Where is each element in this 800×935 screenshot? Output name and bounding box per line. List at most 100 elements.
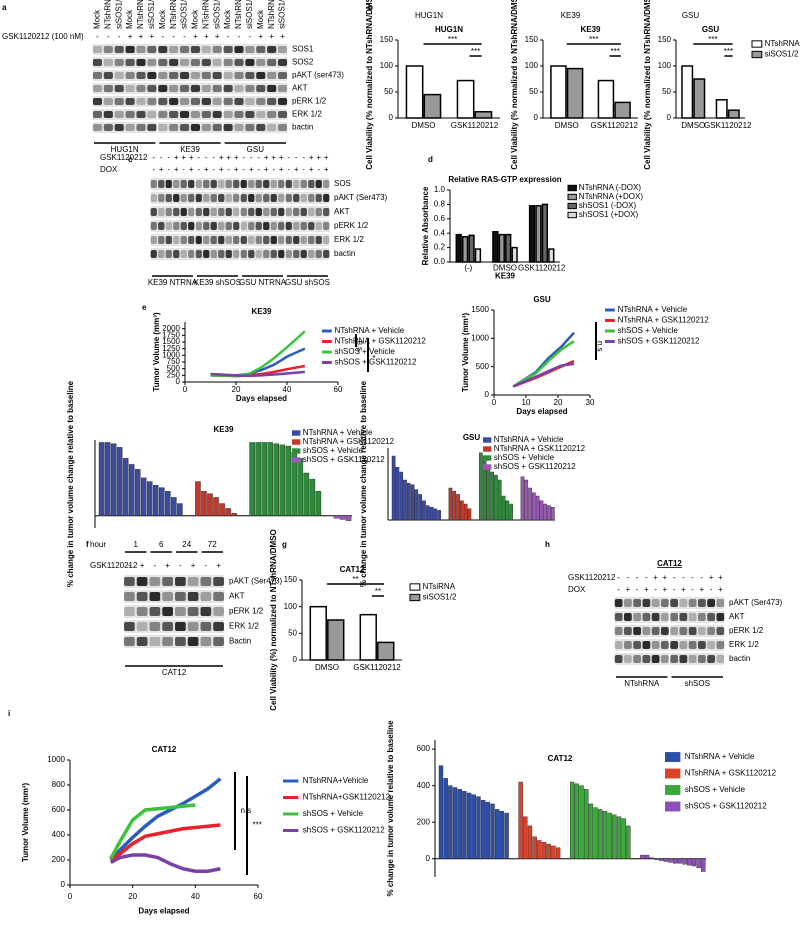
blot-band [263,180,270,188]
y-tick-label: 100 [658,61,672,70]
header-label: hour [90,540,106,549]
blot-band [308,236,315,244]
significance-label: *** [471,47,480,56]
legend-label: NTshRNA+Vehicle [303,776,369,785]
row-label: pERK 1/2 [292,97,327,106]
treatment-mark: - [710,585,713,594]
bar [593,807,598,859]
bar [485,801,491,859]
blot-band [223,111,233,118]
blot-band [179,72,190,79]
bar [110,443,117,516]
blot-band [277,98,288,105]
blot-band [158,46,168,53]
treatment-mark: - [197,153,200,162]
bar [448,785,453,859]
blot-band [233,236,240,244]
row-label: bactin [334,249,355,258]
treatment-mark: + [204,165,209,174]
blot-strip [223,83,287,94]
blot-band [213,622,224,631]
bar [501,495,506,521]
blot-band [203,222,210,230]
blot-band [234,46,244,53]
x-tick-label: 30 [586,398,595,407]
blot-band [124,607,135,616]
blot-band [255,208,262,216]
blot-band [248,250,255,258]
blot-strip [93,83,157,94]
bar [715,99,728,119]
blot-band [623,641,632,649]
row-label: pERK 1/2 [229,607,264,616]
blot-band [277,85,288,92]
blot-band [263,208,270,216]
blot-band [114,72,124,79]
blot-strip [124,605,224,618]
blot-strip [93,122,157,133]
series-line [109,803,196,860]
blot-strip [124,620,224,633]
blot-band [670,613,679,621]
bar [727,109,740,119]
treatment-mark: - [161,32,164,41]
treatment-mark: + [718,573,723,582]
blot-band [278,236,285,244]
blot-band [623,655,632,663]
treatment-mark: - [272,165,275,174]
legend-label: shSOS + Vehicle [303,809,364,818]
bar [658,858,664,861]
treatment-mark: - [617,573,620,582]
treatment-mark: + [165,561,170,570]
blot-band [707,627,716,635]
legend-swatch [665,752,681,762]
bar [668,858,673,863]
blot-band [165,236,172,244]
blot-band [642,599,651,607]
blot-band [245,85,255,92]
blot-band [213,577,224,586]
blot-band [255,222,262,230]
blot-band [285,208,292,216]
y-tick-label: 1.0 [434,185,446,194]
y-tick-label: 0 [485,390,490,399]
blot-strip [151,248,194,260]
blot-strip [241,178,284,190]
treatment-label: GSK1120212 [568,573,616,582]
x-tick-label: DMSO [555,121,579,130]
blot-band [278,194,285,202]
blot-band [136,577,148,586]
group-label: KE39 NTRNA [148,278,198,287]
treatment-mark: + [215,32,220,41]
treatment-mark: - [167,165,170,174]
blot-band [245,72,255,79]
blot-strip [158,83,222,94]
legend-label: NTshRNA + GSK1120212 [618,316,710,325]
y-tick-label: 2000 [162,324,180,333]
chart-title: Relative RAS-GTP expression [448,175,561,184]
treatment-mark: - [257,165,260,174]
blot-band [256,124,266,131]
y-tick-label: 50 [288,628,297,637]
bar [460,500,464,521]
blot-strip [223,57,287,68]
blot-band [103,85,113,92]
blot-band [213,637,224,646]
treatment-mark: + [264,153,269,162]
blot-band [707,655,716,663]
blot-band [308,180,315,188]
legend-label: NTshRNA + GSK1120212 [335,337,427,346]
blot-band [212,98,222,105]
blot-band [114,46,124,53]
bar [555,847,561,859]
x-tick-label: (-) [464,264,472,273]
chart-title: CAT12 [548,754,573,763]
blot-band [633,613,642,621]
panel-label: b [368,3,373,12]
bar [177,503,183,516]
blot-band [240,222,247,230]
row-label: AKT [334,207,350,216]
blot-band [125,46,135,53]
bar [626,825,631,859]
bar [597,79,615,119]
